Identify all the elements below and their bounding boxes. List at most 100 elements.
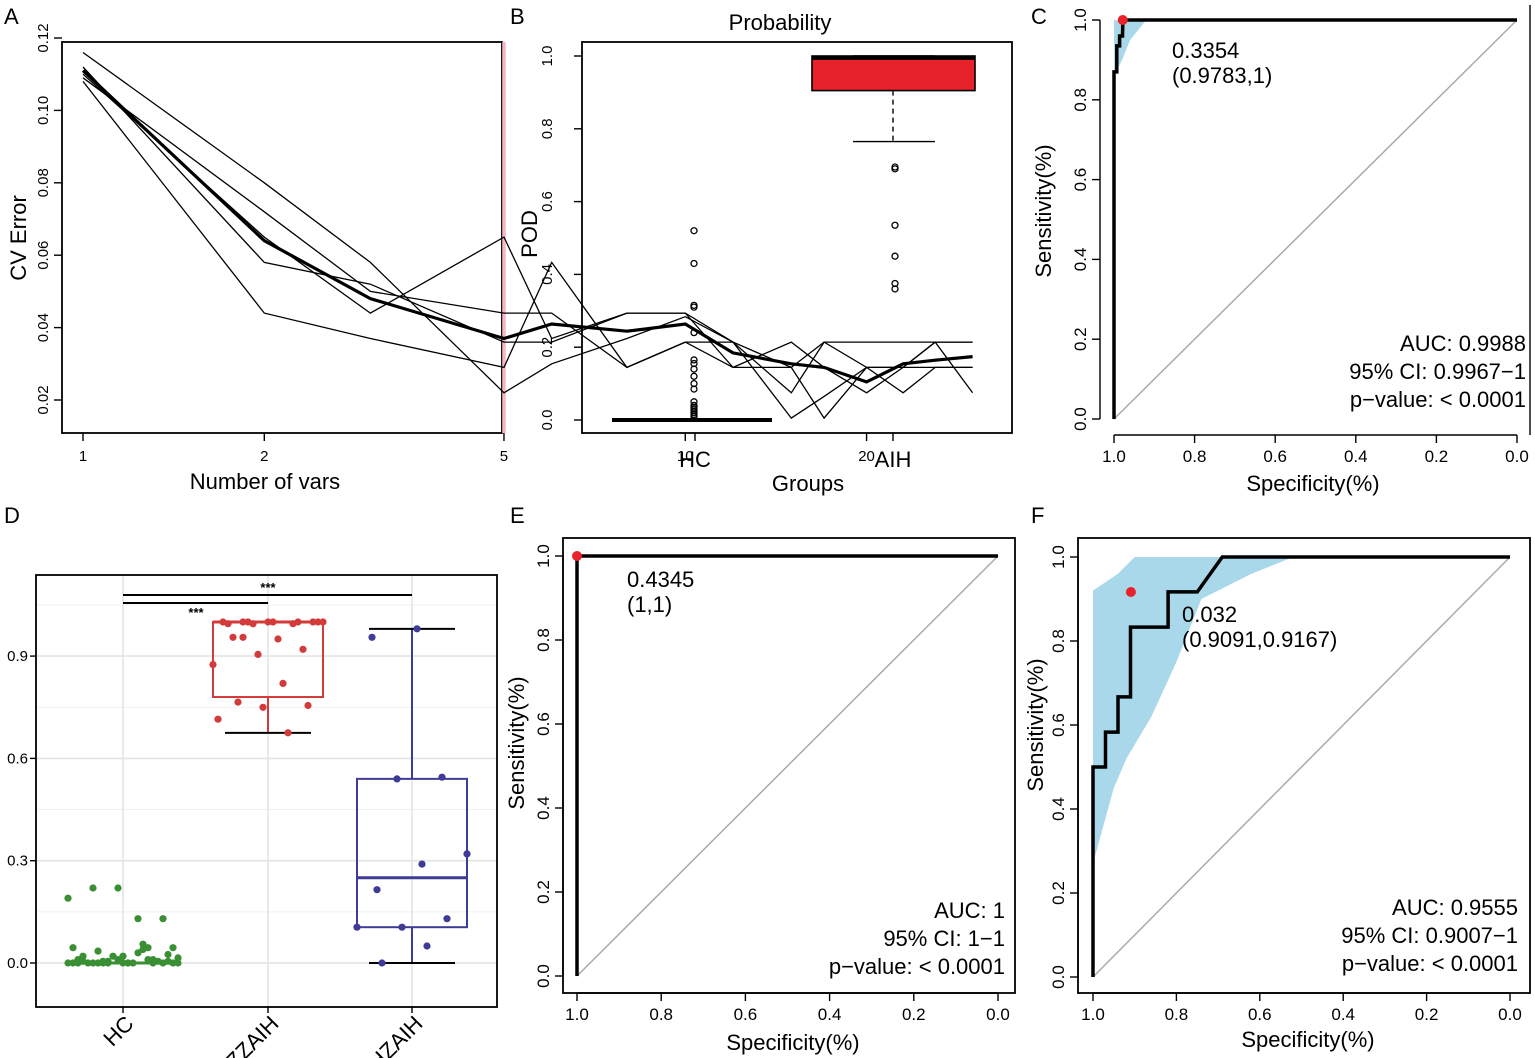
panel-f-letter: F [1031,503,1044,528]
panel-e-coord-label: (1,1) [627,592,672,617]
panel-d-point-zzaih [274,635,282,643]
panel-f-plot: 1.0 0.8 0.6 0.4 0.2 0.0 0.0 0.2 0.4 0.6 0.8 1.0 0.03… [1049,537,1531,1024]
panel-d-point-hzaih [398,923,406,931]
panel-d-sig-label-2: *** [260,580,276,595]
panel-f-ci-band [1093,557,1294,864]
panel-c-ytick-label: 0.0 [1071,407,1090,431]
panel-c-ytick-label: 1.0 [1071,8,1090,32]
panel-c-xtick-label: 0.8 [1183,447,1207,466]
panel-d-point-hzaih [423,942,431,950]
panel-f-xlabel: Specificity(%) [1241,1027,1374,1052]
panel-c-ci-band [1114,20,1147,76]
panel-c-pvalue: p−value: < 0.0001 [1350,387,1526,412]
panel-d-point-hzaih [368,633,376,641]
panel-d-point-hzaih [378,959,386,967]
panel-b-aih-outlier [891,165,899,173]
panel-b-ytick-label: 0.4 [539,264,556,285]
panel-e: E Sensitivity(%) Specificity(%) 1.0 0.8 0.… [504,503,1016,1055]
panel-f-ytick-label: 1.0 [1049,545,1068,569]
panel-d-point-zzaih [209,661,217,669]
panel-b-hc-outlier [690,259,698,268]
panel-b-hc-outlier [690,303,698,311]
panel-f-diagonal [1092,556,1511,978]
panel-c-letter: C [1031,4,1047,29]
panel-b-aih-outlier [891,285,899,293]
panel-d-point-zzaih [214,715,222,723]
panel-f-ytick-label: 0.0 [1049,965,1068,989]
panel-a-plot: 1 2 5 10 20 0.02 0.04 0.06 0.08 0.10 0.12 [35,23,974,465]
panel-a-ylabel: CV Error [6,195,31,281]
panel-c-auc: AUC: 0.9988 [1400,331,1526,356]
panel-d-frame [35,574,498,1008]
panel-b-xtick-label: HC [679,447,711,472]
panel-e-diagonal [576,555,999,977]
panel-f-roc-curve [1091,555,1510,977]
panel-d-point-hc [174,959,182,967]
panel-a-letter: A [4,4,19,29]
panel-d-point-hzaih [393,775,401,783]
panel-e-xtick-label: 1.0 [565,1005,589,1024]
panel-a: A CV Error Number of vars 1 2 5 10 20 0.02 0.0… [4,4,974,494]
panel-e-xtick-label: 0.8 [649,1005,673,1024]
panel-d-point-zzaih [299,645,307,653]
panel-b-hc-outlier [690,356,698,364]
panel-d-point-hc [149,959,157,967]
panel-b-ytick-label: 0.6 [539,191,556,212]
panel-c-ytick-label: 0.2 [1071,327,1090,351]
panel-e-threshold-label: 0.4345 [627,567,694,592]
panel-d-point-zzaih [304,701,312,710]
panel-f-xtick-label: 0.4 [1331,1005,1355,1024]
panel-d-plot: 0.0 0.3 0.6 0.9 HC ZZAIH HZAIH *** *** [7,575,497,1058]
panel-e-letter: E [510,503,525,528]
panel-e-xlabel: Specificity(%) [726,1030,859,1055]
panel-d-point-hzaih [443,915,451,923]
panel-b-xlabel: Groups [772,471,844,496]
panel-a-xtick-label: 10 [677,448,694,465]
panel-a-xlabel: Number of vars [190,469,340,494]
panel-f: F Sensitivity(%) Specificity(%) 1.0 0.8 0.… [1023,503,1531,1052]
panel-a-ytick-label: 0.10 [35,96,52,125]
panel-d-point-hc [84,959,92,967]
panel-b-aih-outlier [891,221,899,229]
panel-c-diagonal [1113,19,1518,420]
panel-d-xtick-label: HZAIH [363,1011,427,1058]
panel-b-hc-outlier [690,365,698,373]
panel-d-ytick-label: 0.0 [7,955,28,972]
panel-c-threshold-label: 0.3354 [1172,38,1239,63]
panel-a-xtick-label: 20 [858,448,875,465]
panel-f-xtick-label: 0.2 [1415,1005,1439,1024]
panel-e-ci: 95% CI: 1−1 [883,926,1005,951]
panel-d-point-zzaih [294,618,302,626]
panel-e-xtick-label: 0.6 [734,1005,758,1024]
panel-f-ylabel: Sensitivity(%) [1023,658,1048,791]
panel-e-ylabel: Sensitivity(%) [504,676,529,809]
panel-d-point-hc [74,959,82,967]
panel-d-point-hc [139,945,147,954]
panel-d-ytick-label: 0.6 [7,750,28,767]
panel-d-point-hzaih [418,860,426,868]
panel-d-xtick-label: ZZAIH [221,1011,284,1058]
panel-a-mean-line [81,69,973,384]
panel-c: C Sensitivity(%) Specificity(%) 1.0 0.8 0.… [1031,4,1531,496]
panel-a-ytick-label: 0.12 [35,23,52,52]
panel-e-ytick-label: 0.4 [534,796,553,820]
panel-f-coord-label: (0.9091,0.9167) [1182,627,1337,652]
panel-d-point-hc [79,952,87,960]
panel-c-plot: 1.0 0.8 0.6 0.4 0.2 0.0 0.0 0.2 0.4 0.6 0.8 1.0 0.33… [1071,5,1531,466]
panel-e-pvalue: p−value: < 0.0001 [829,954,1005,979]
panel-f-xtick-label: 0.8 [1165,1005,1189,1024]
panel-d-xtick-label: HC [98,1011,138,1051]
panel-b-hc-outlier [690,328,698,337]
panel-d-point-hc [64,959,72,967]
panel-d-point-hc [69,959,77,967]
panel-d-point-hc [104,957,112,965]
panel-f-pvalue: p−value: < 0.0001 [1342,951,1518,976]
panel-d-point-hzaih [353,923,361,931]
panel-a-ytick-label: 0.08 [35,168,52,197]
panel-e-auc: AUC: 1 [934,898,1005,923]
panel-c-ytick-label: 0.6 [1071,168,1090,192]
panel-a-xtick-label: 1 [79,448,87,465]
panel-d-point-hzaih [373,886,381,894]
panel-d-letter: D [4,503,20,528]
